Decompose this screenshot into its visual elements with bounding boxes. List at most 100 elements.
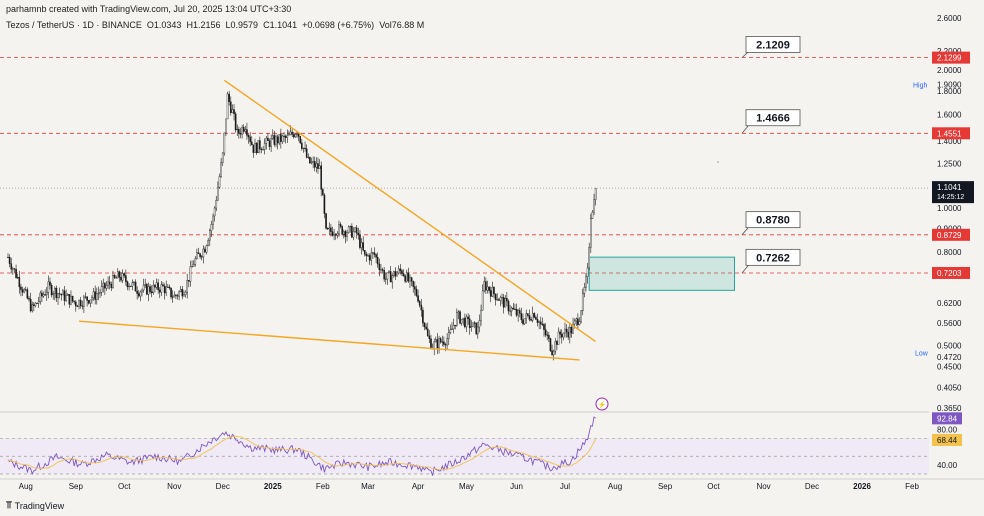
candle-body	[460, 318, 463, 324]
time-tick-label: Feb	[316, 482, 330, 491]
candle-body	[71, 295, 74, 302]
time-tick-label: 2025	[264, 482, 282, 491]
candle-body	[23, 289, 25, 293]
chart-credit: parhamnb created with TradingView.com, J…	[6, 4, 292, 14]
candle-body	[184, 292, 187, 295]
candle-body	[221, 152, 224, 163]
price-tick-label: 1.6000	[937, 110, 962, 119]
candle-body	[238, 129, 240, 134]
price-tick-label: 1.4000	[937, 137, 962, 146]
candle-body	[497, 299, 500, 301]
candle-body	[283, 135, 285, 137]
candle-body	[531, 313, 534, 321]
candle-body	[94, 291, 96, 300]
candle-body	[452, 324, 455, 330]
candle-body	[87, 300, 90, 304]
candle-body	[514, 308, 516, 310]
time-tick-label: Oct	[707, 482, 720, 491]
candle-body	[354, 227, 356, 232]
footer-brand[interactable]: TradingView	[14, 500, 65, 511]
candle-body	[286, 134, 289, 138]
candle-body	[428, 335, 431, 339]
ohlc-open: 1.0343	[153, 20, 182, 30]
candle-body	[29, 298, 32, 312]
candle-body	[200, 256, 203, 258]
candle-body	[68, 294, 71, 305]
candle-body	[102, 282, 105, 287]
candle-body	[58, 293, 61, 295]
candle-body	[137, 293, 140, 297]
price-tick-label: 0.5000	[937, 341, 962, 350]
candle-body	[249, 136, 251, 143]
price-tick-label: 0.6200	[937, 299, 962, 308]
candle-body	[54, 287, 56, 294]
candle-body	[414, 286, 416, 290]
candle-body	[110, 284, 113, 288]
candle-body	[289, 131, 292, 135]
candle-body	[229, 101, 232, 113]
level-price-tag	[932, 266, 970, 279]
rsi-value-label: 68.44	[937, 436, 958, 445]
candle-body	[523, 318, 526, 325]
candle-body	[41, 292, 43, 297]
candle-body	[320, 165, 323, 190]
price-tick-label: 0.4050	[937, 383, 962, 392]
candle-body	[255, 143, 258, 154]
rsi-ma-line	[7, 435, 597, 471]
candle-body	[79, 299, 82, 306]
callout-label: 0.7262	[756, 252, 790, 264]
candle-body	[265, 137, 268, 144]
candle-body	[175, 294, 177, 296]
candle-body	[517, 310, 519, 316]
candle-body	[370, 252, 373, 261]
candle-body	[535, 317, 537, 320]
candle-body	[404, 275, 406, 282]
candle-body	[268, 140, 271, 147]
level-price-label: 0.7203	[937, 269, 962, 278]
candle-body	[441, 341, 444, 343]
candle-body	[556, 341, 558, 345]
candle-body	[312, 161, 314, 163]
candle-body	[150, 291, 153, 294]
candle-body	[49, 281, 51, 286]
candle-body	[215, 199, 218, 209]
candle-body	[213, 207, 216, 217]
candle-body	[315, 163, 318, 168]
time-tick-label: May	[459, 482, 474, 491]
candle-body	[480, 309, 482, 321]
candle-body	[317, 163, 319, 169]
candle-body	[194, 258, 197, 265]
candle-body	[435, 339, 437, 343]
candle-body	[179, 289, 182, 292]
candle-body	[26, 289, 29, 299]
candle-body	[259, 140, 261, 150]
volume-value: 76.88 M	[391, 20, 425, 30]
candle-body	[415, 288, 418, 296]
candle-body	[118, 271, 121, 278]
level-price-label: 0.8729	[937, 231, 962, 240]
candle-body	[493, 287, 495, 295]
candle-body	[83, 296, 85, 307]
ohlc-high: 1.2156	[192, 20, 221, 30]
candle-body	[341, 226, 343, 235]
candle-body	[583, 287, 586, 294]
symbol-info: Tezos / TetherUS · 1D · BINANCE O1.0343 …	[6, 20, 424, 30]
candle-body	[131, 282, 134, 287]
candle-body	[510, 307, 513, 312]
candle-body	[496, 299, 498, 301]
candle-body	[430, 338, 432, 349]
candle-body	[24, 289, 27, 291]
candle-body	[546, 334, 549, 336]
candle-body	[52, 293, 55, 296]
candle-body	[548, 335, 550, 339]
bar-countdown-label: 14:25:12	[937, 194, 964, 201]
candle-body	[278, 134, 281, 144]
candle-body	[338, 224, 340, 234]
candle-body	[567, 331, 570, 338]
time-tick-label: Aug	[608, 482, 622, 491]
candle-body	[560, 333, 563, 338]
candle-body	[365, 253, 368, 256]
candle-body	[355, 227, 358, 234]
demand-zone	[588, 256, 735, 291]
